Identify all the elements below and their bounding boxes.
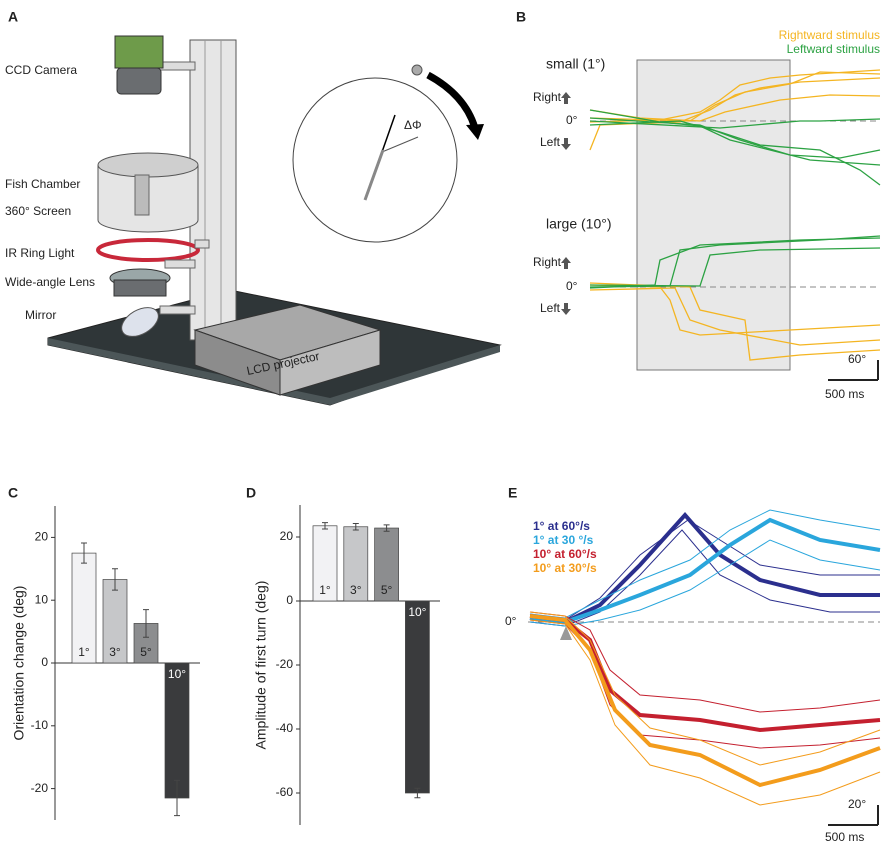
y-tick-label: 10 <box>35 592 49 606</box>
direction-label: Left <box>540 301 561 315</box>
direction-arrows <box>561 92 571 315</box>
y-tick-label: -10 <box>31 718 49 732</box>
bar <box>164 662 190 799</box>
bar <box>405 600 430 794</box>
error-bar <box>352 523 359 531</box>
category-label: 5° <box>381 583 393 597</box>
label: 360° Screen <box>5 204 71 218</box>
zero-label: 0° <box>566 279 578 293</box>
y-tick-label: -20 <box>31 781 49 795</box>
zero-label: 0° <box>566 113 578 127</box>
y-tick-label: -60 <box>276 785 294 799</box>
legend-entry: Rightward stimulus <box>779 28 880 42</box>
panel-label: C <box>8 485 18 501</box>
error-bar <box>112 568 118 591</box>
onset-marker <box>560 626 572 640</box>
label: Wide-angle Lens <box>5 275 95 289</box>
scale-label: 500 ms <box>825 387 864 401</box>
bar <box>312 525 338 602</box>
traces <box>589 69 881 361</box>
label: ΔΦ <box>404 118 422 132</box>
panel-label: B <box>516 9 526 25</box>
scale-label: 60° <box>848 352 866 366</box>
traces <box>529 509 881 806</box>
condition-label: small (1°) <box>546 56 605 72</box>
y-tick-label: 20 <box>280 529 294 543</box>
error-bar <box>322 522 328 530</box>
apparatus <box>47 35 502 406</box>
stimulus-window <box>636 59 791 371</box>
error-bar <box>81 542 87 564</box>
scale-label: 500 ms <box>825 830 864 843</box>
category-label: 10° <box>168 667 186 681</box>
condition-label: large (10°) <box>546 216 612 232</box>
label: IR Ring Light <box>5 246 75 260</box>
category-label: 10° <box>408 605 426 619</box>
zero-label: 0° <box>505 614 517 628</box>
direction-label: Right <box>533 255 562 269</box>
y-axis-label: Orientation change (deg) <box>11 586 27 741</box>
y-axis-label: Amplitude of first turn (deg) <box>253 581 269 750</box>
legend-entry: 10° at 30°/s <box>533 561 597 575</box>
category-label: 1° <box>78 645 90 659</box>
category-label: 5° <box>140 645 152 659</box>
bar <box>374 527 399 602</box>
panel-label: E <box>508 485 517 501</box>
error-bar <box>143 609 149 638</box>
y-tick-label: -40 <box>276 721 294 735</box>
panel-label: A <box>8 9 18 25</box>
direction-label: Left <box>540 135 561 149</box>
category-label: 1° <box>319 583 331 597</box>
bar <box>343 526 369 602</box>
legend-entry: 10° at 60°/s <box>533 547 597 561</box>
scale-label: 20° <box>848 797 866 811</box>
error-bar <box>174 779 180 817</box>
y-tick-label: 20 <box>35 530 49 544</box>
label: CCD Camera <box>5 63 77 77</box>
label: Fish Chamber <box>5 177 80 191</box>
error-bar <box>414 787 421 799</box>
legend-entry: Leftward stimulus <box>787 42 880 56</box>
y-tick-label: 0 <box>41 655 48 669</box>
direction-label: Right <box>533 90 562 104</box>
category-label: 3° <box>350 583 362 597</box>
legend-entry: 1° at 60°/s <box>533 519 590 533</box>
y-tick-label: 0 <box>286 593 293 607</box>
legend-entry: 1° at 30 °/s <box>533 533 594 547</box>
label: Mirror <box>25 308 56 322</box>
bar <box>71 552 97 664</box>
y-tick-label: -20 <box>276 657 294 671</box>
panel-label: D <box>246 485 256 501</box>
error-bar <box>383 524 390 532</box>
bar <box>102 579 128 664</box>
category-label: 3° <box>109 645 121 659</box>
